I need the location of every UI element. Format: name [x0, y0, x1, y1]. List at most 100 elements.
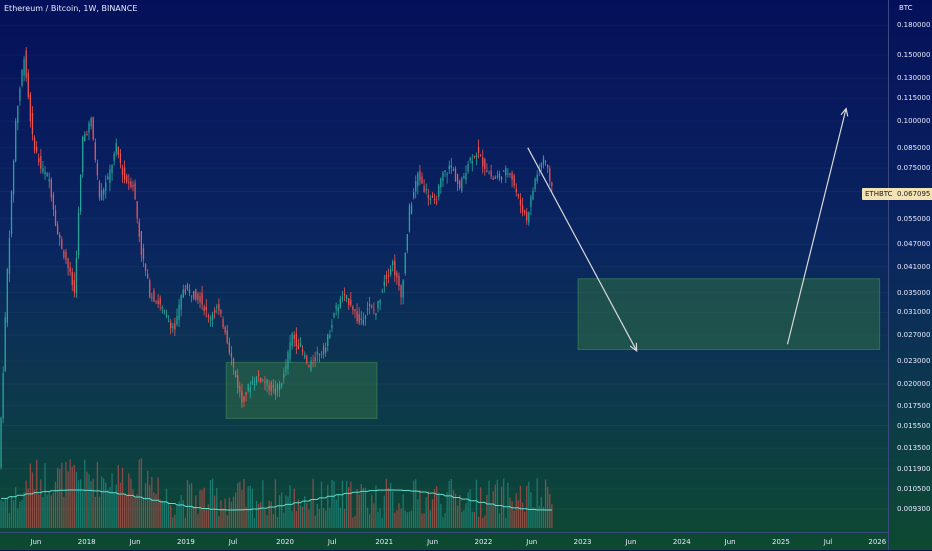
candle-body — [475, 154, 478, 158]
volume-bar — [467, 492, 469, 528]
volume-bar — [517, 500, 519, 528]
candle-body — [354, 309, 356, 311]
volume-bar — [197, 514, 199, 528]
candle-body — [272, 385, 274, 388]
volume-bar — [312, 478, 314, 528]
volume-bar — [174, 514, 176, 528]
price-tick-label: 0.150000 — [897, 50, 931, 59]
candle-body — [421, 176, 423, 184]
volume-bar — [484, 515, 486, 528]
candle-body — [147, 274, 149, 278]
volume-bar — [136, 494, 138, 528]
volume-bar — [205, 508, 207, 528]
candle-body — [262, 379, 264, 381]
volume-bar — [352, 517, 354, 528]
candle-body — [394, 260, 396, 276]
candle-body — [8, 237, 11, 274]
candle-body — [167, 321, 170, 323]
candle-body — [176, 315, 178, 325]
candle-body — [107, 176, 109, 180]
volume-bar — [266, 515, 268, 528]
candle-body — [84, 133, 86, 142]
candle-body — [25, 50, 27, 78]
candle-body — [42, 168, 44, 172]
volume-bar — [132, 489, 134, 528]
price-axis[interactable]: BTC 0.180000 0.150000 0.130000 0.115000 0.10… — [888, 0, 932, 550]
candle-body — [356, 311, 358, 321]
volume-bar — [329, 507, 331, 528]
candle-body — [467, 164, 469, 172]
volume-bar — [310, 498, 312, 528]
candle-body — [239, 386, 241, 392]
candle-body — [341, 297, 344, 299]
volume-bar — [228, 497, 230, 528]
volume-bar — [142, 497, 145, 528]
volume-bar — [264, 509, 266, 528]
candle-body — [448, 165, 450, 170]
volume-bar — [218, 516, 220, 528]
candle-body — [526, 212, 528, 221]
candle-body — [214, 309, 216, 313]
time-axis[interactable]: Jun 2018 Jun 2019 Jul 2020 Jul 2021 Jun 2022 Jun 20… — [0, 532, 888, 551]
volume-bar — [274, 479, 277, 528]
candle-body — [119, 153, 122, 164]
volume-bar — [190, 483, 193, 528]
last-price-symbol: ETHBTC — [865, 190, 893, 198]
volume-bar — [33, 489, 36, 528]
candle-body — [547, 165, 549, 168]
candle-body — [209, 317, 212, 319]
volume-bar — [10, 495, 13, 528]
volume-bar — [209, 480, 212, 528]
candle-body — [54, 210, 57, 226]
volume-bar — [486, 494, 488, 528]
candle-body — [287, 352, 289, 369]
volume-bar — [381, 517, 383, 528]
candle-body — [140, 231, 143, 255]
volume-bar — [59, 469, 61, 528]
volume-bar — [232, 496, 235, 528]
candle-body — [29, 94, 32, 122]
volume-bar — [230, 501, 233, 528]
volume-bar — [327, 484, 329, 528]
volume-bar — [433, 489, 436, 528]
candle-body — [425, 188, 427, 191]
candle-body — [444, 170, 446, 172]
candle-body — [149, 280, 151, 298]
volume-bar — [253, 517, 256, 528]
volume-bar — [75, 471, 78, 528]
volume-bar — [297, 499, 300, 528]
candle-body — [0, 417, 2, 468]
up-arrow-head — [840, 107, 849, 117]
volume-bar — [452, 490, 455, 528]
candle-body — [408, 205, 411, 232]
candle-body — [473, 155, 476, 158]
volume-bar — [25, 480, 27, 528]
candle-body — [199, 296, 201, 302]
candle-body — [404, 252, 406, 274]
volume-ma-line — [1, 489, 552, 511]
volume-bar — [526, 485, 528, 528]
volume-bar — [98, 496, 101, 528]
volume-bar — [249, 485, 251, 528]
volume-bar — [111, 473, 113, 528]
volume-bar — [12, 500, 15, 528]
candle-body — [2, 373, 4, 419]
candle-body — [335, 305, 337, 309]
candle-body — [253, 383, 256, 386]
time-tick-label: Jun — [526, 538, 538, 546]
candle-body — [339, 298, 341, 309]
chart-area[interactable]: Ethereum / Bitcoin, 1W, BINANCE — [0, 0, 888, 532]
candle-body — [278, 383, 281, 390]
candle-body — [180, 295, 182, 310]
volume-bar — [214, 495, 216, 528]
volume-bar — [337, 493, 339, 528]
volume-bar — [406, 512, 408, 528]
candle-body — [381, 290, 383, 292]
volume-bar — [436, 486, 438, 528]
volume-bar — [79, 479, 82, 528]
chart-plot[interactable] — [0, 0, 888, 532]
volume-bar — [295, 510, 297, 528]
candle-body — [480, 155, 482, 157]
volume-bar — [538, 505, 540, 528]
volume-bar — [36, 459, 38, 528]
